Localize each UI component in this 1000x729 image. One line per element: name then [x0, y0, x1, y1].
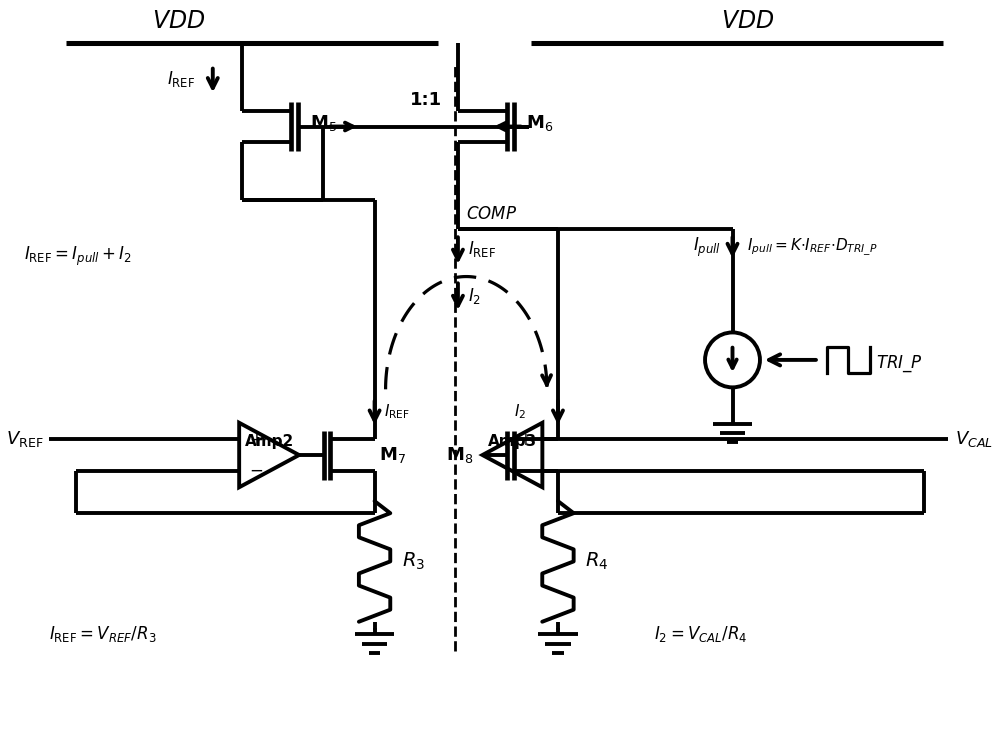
Text: $V_\mathrm{REF}$: $V_\mathrm{REF}$: [6, 429, 43, 449]
Text: $I_{pull}$: $I_{pull}$: [693, 235, 721, 259]
Text: $VDD$: $VDD$: [152, 9, 205, 34]
Text: $I_\mathrm{REF}$: $I_\mathrm{REF}$: [167, 69, 196, 90]
Text: $COMP$: $COMP$: [466, 205, 517, 222]
Text: $I_2$: $I_2$: [514, 402, 526, 421]
Text: $R_3$: $R_3$: [402, 551, 425, 572]
Text: 1:1: 1:1: [410, 91, 442, 109]
Text: $TRI\_P$: $TRI\_P$: [876, 354, 923, 374]
Text: M$_5$: M$_5$: [310, 112, 337, 133]
Text: $+$: $+$: [249, 432, 263, 449]
Text: $I_{pull}=K{\cdot}I_{REF}{\cdot}D_{TRI\_P}$: $I_{pull}=K{\cdot}I_{REF}{\cdot}D_{TRI\_…: [747, 237, 878, 257]
Text: $I_\mathrm{REF}$: $I_\mathrm{REF}$: [468, 239, 496, 259]
Text: $-$: $-$: [249, 461, 263, 479]
Text: Amp2: Amp2: [244, 434, 294, 449]
Text: M$_7$: M$_7$: [379, 445, 406, 465]
Text: M$_8$: M$_8$: [446, 445, 473, 465]
Text: $I_\mathrm{REF}=V_{REF}/R_3$: $I_\mathrm{REF}=V_{REF}/R_3$: [49, 625, 157, 644]
Text: $R_4$: $R_4$: [585, 551, 609, 572]
Text: Amp3: Amp3: [488, 434, 537, 449]
Text: $I_\mathrm{REF}=I_{pull}+I_2$: $I_\mathrm{REF}=I_{pull}+I_2$: [24, 244, 132, 268]
Text: $-$: $-$: [518, 461, 533, 479]
Text: $I_\mathrm{REF}$: $I_\mathrm{REF}$: [384, 402, 410, 421]
Text: $I_2$: $I_2$: [468, 286, 481, 306]
Text: $+$: $+$: [518, 432, 533, 449]
Text: $V_{CAL}$: $V_{CAL}$: [955, 429, 993, 449]
Text: $I_2=V_{CAL}/R_4$: $I_2=V_{CAL}/R_4$: [654, 625, 748, 644]
Text: M$_6$: M$_6$: [526, 112, 553, 133]
Text: $VDD$: $VDD$: [721, 9, 774, 34]
